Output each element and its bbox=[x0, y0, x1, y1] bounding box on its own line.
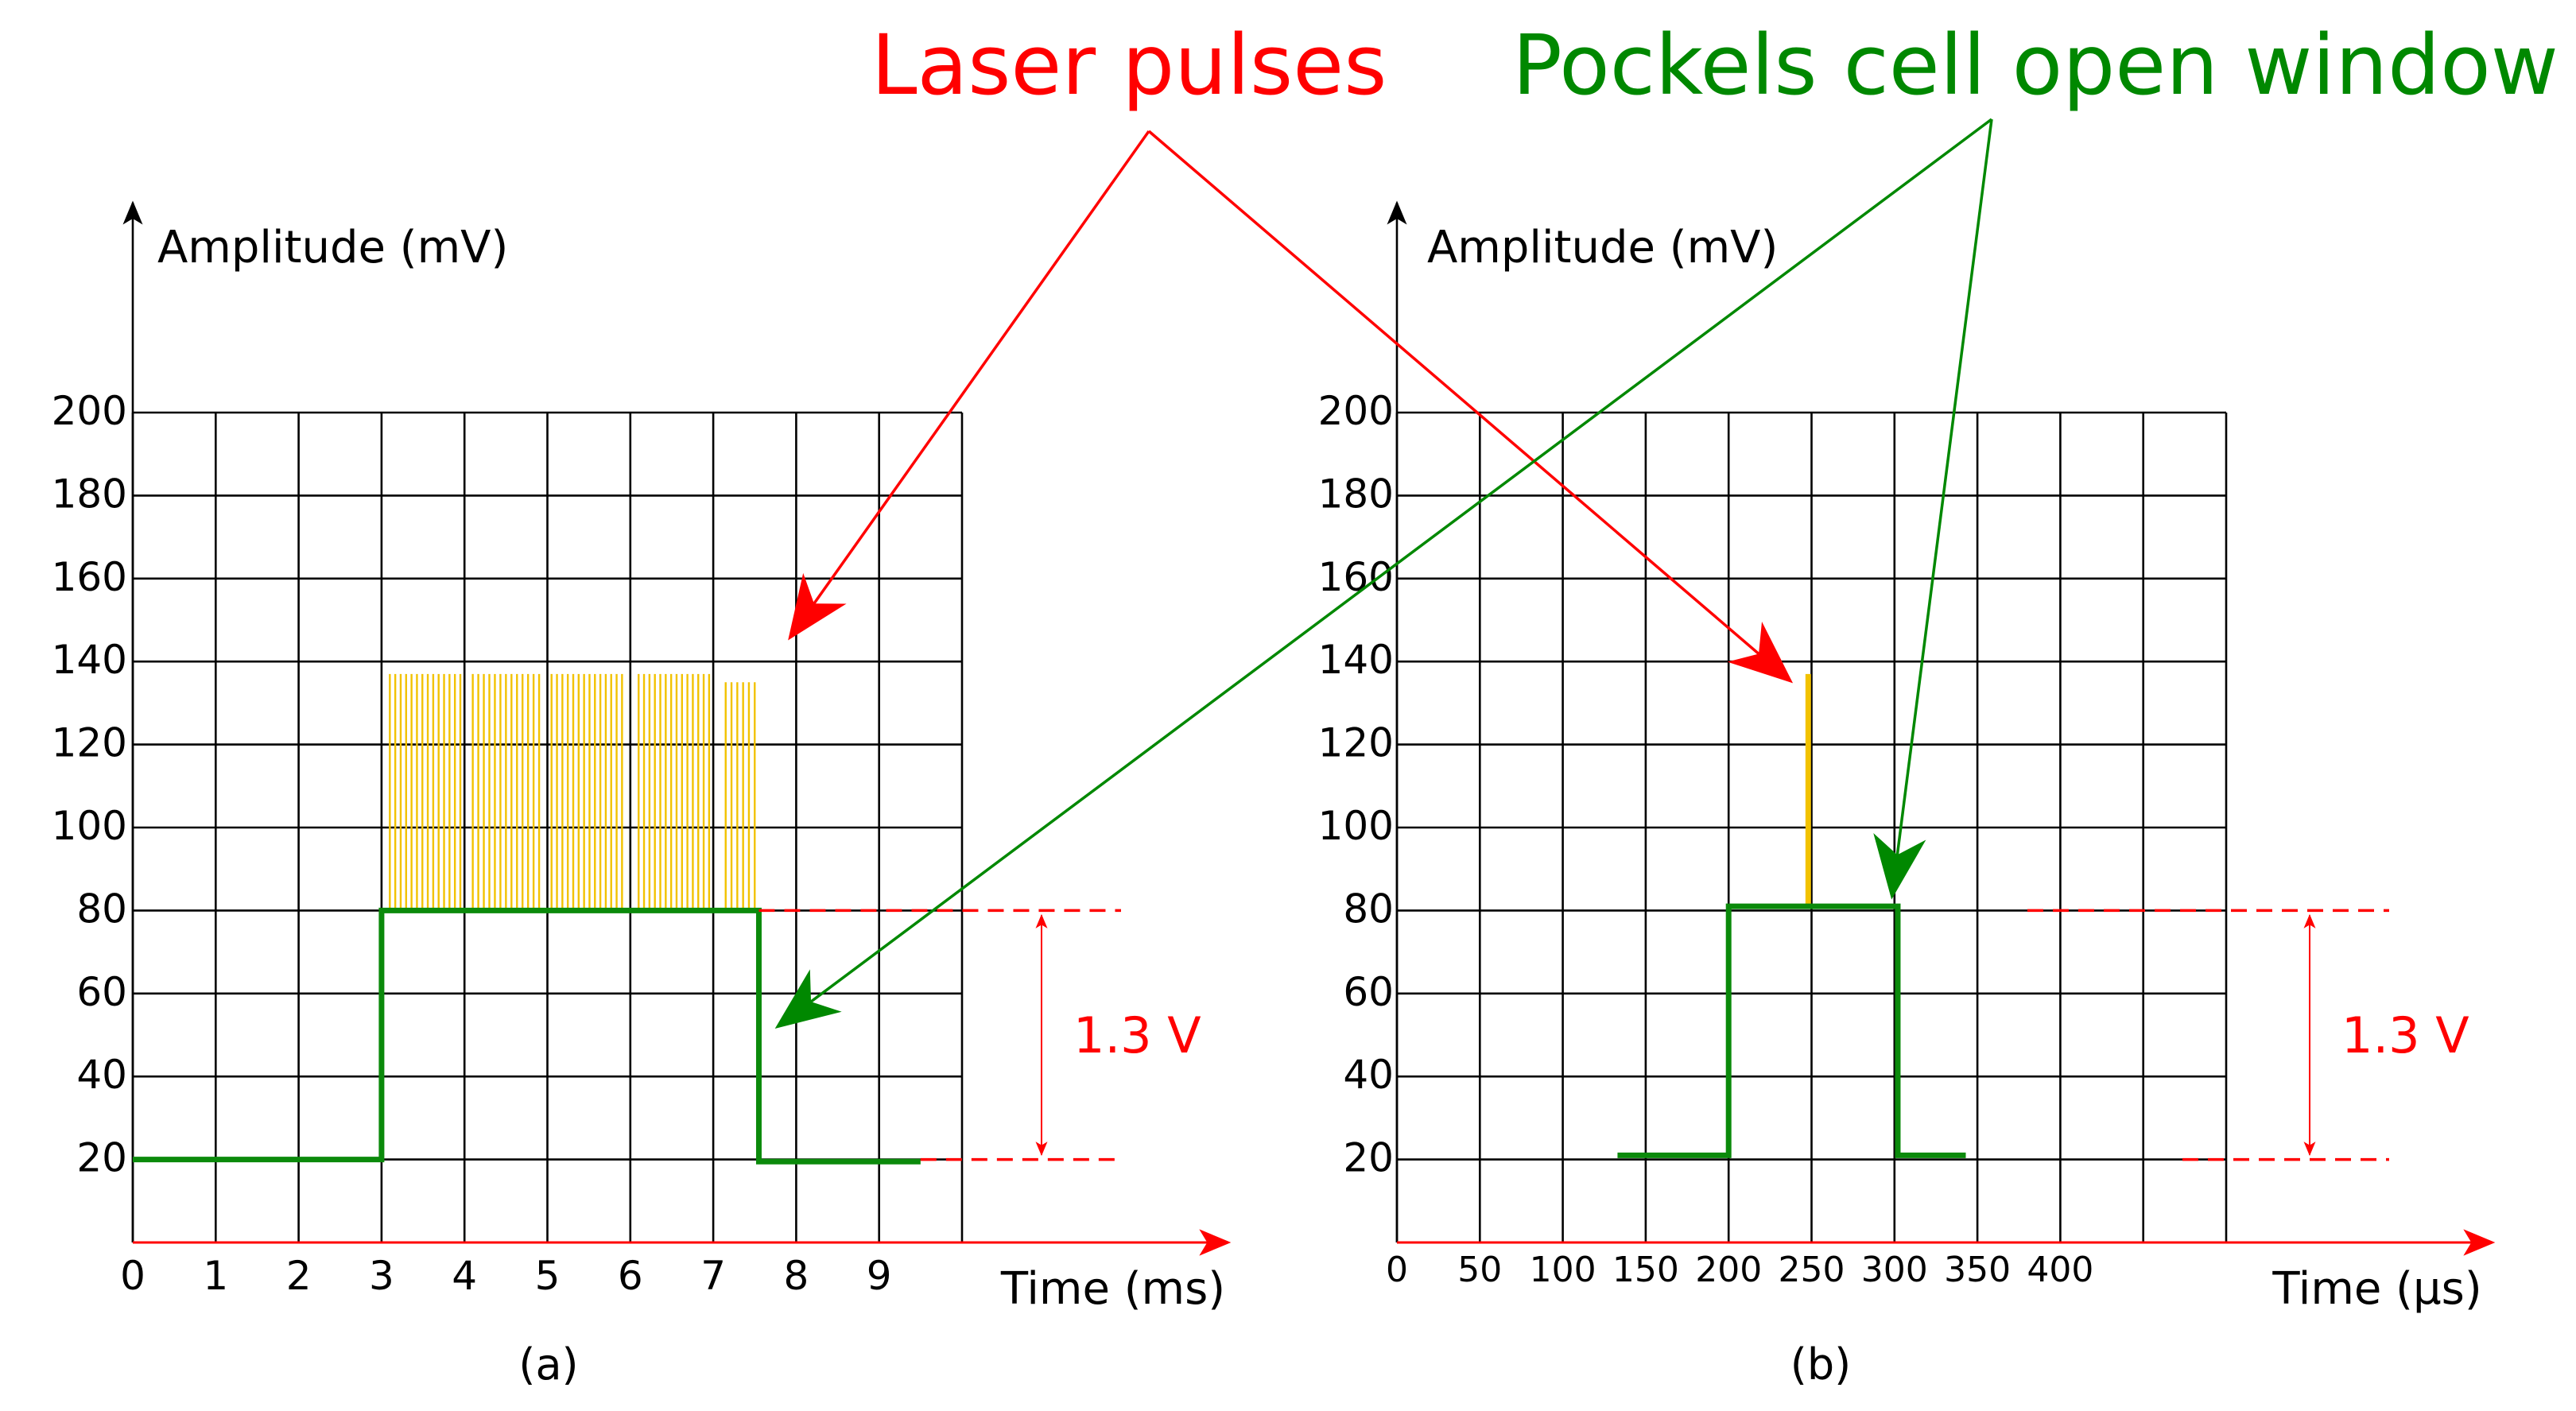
pockels-arrow-a bbox=[774, 118, 1993, 1029]
x-tick-label: 2 bbox=[286, 1253, 312, 1299]
panel-caption: (b) bbox=[1790, 1339, 1851, 1390]
x-tick-label: 400 bbox=[2027, 1250, 2093, 1290]
x-tick-label: 300 bbox=[1861, 1250, 1928, 1290]
y-tick-label: 200 bbox=[52, 388, 127, 434]
y-tick-label: 180 bbox=[52, 471, 127, 517]
laser-pulse-group bbox=[724, 682, 756, 911]
y-tick-label: 20 bbox=[1343, 1135, 1394, 1181]
x-tick-label: 350 bbox=[1944, 1250, 2011, 1290]
chart-panel-a: 20 40 60 80 100 120 140 160 180 200 0 1 2 3 4 5 6 7 8 9 Ampl… bbox=[52, 200, 1232, 1390]
laser-pulse-group bbox=[550, 673, 623, 911]
x-axis-label: Time (ms) bbox=[1000, 1263, 1225, 1315]
x-tick-label: 100 bbox=[1530, 1250, 1596, 1290]
x-tick-label: 8 bbox=[783, 1253, 809, 1299]
x-tick-label: 7 bbox=[700, 1253, 726, 1299]
x-tick-label: 200 bbox=[1695, 1250, 1762, 1290]
x-tick-label: 0 bbox=[120, 1253, 145, 1299]
x-tick-label: 0 bbox=[1386, 1250, 1408, 1290]
y-tick-label: 60 bbox=[1343, 969, 1394, 1015]
grid bbox=[131, 411, 964, 1244]
x-tick-label: 5 bbox=[535, 1253, 561, 1299]
annotation-arrows bbox=[774, 118, 1993, 1029]
panel-caption: (a) bbox=[518, 1339, 578, 1390]
grid bbox=[1395, 411, 2228, 1244]
y-tick-label: 120 bbox=[1318, 720, 1394, 766]
x-tick-label: 6 bbox=[618, 1253, 643, 1299]
y-tick-label: 140 bbox=[1318, 637, 1394, 683]
y-axis-label: Amplitude (mV) bbox=[157, 222, 508, 273]
x-axis-label: Time (μs) bbox=[2271, 1263, 2481, 1315]
y-tick-label: 80 bbox=[1343, 886, 1394, 932]
voltage-label: 1.3 V bbox=[1073, 1006, 1201, 1064]
y-tick-label: 140 bbox=[52, 637, 127, 683]
pockels-arrow-b bbox=[1873, 118, 1993, 900]
y-tick-label: 60 bbox=[76, 969, 127, 1015]
x-tick-label: 1 bbox=[203, 1253, 228, 1299]
y-tick-label: 100 bbox=[1318, 803, 1394, 849]
laser-pulses-title: Laser pulses bbox=[871, 17, 1387, 114]
y-axis-label: Amplitude (mV) bbox=[1427, 222, 1778, 273]
x-tick-label: 150 bbox=[1612, 1250, 1679, 1290]
x-tick-label: 9 bbox=[867, 1253, 892, 1299]
pockels-window-line bbox=[133, 907, 921, 1165]
y-tick-label: 200 bbox=[1318, 388, 1394, 434]
pockels-window-line bbox=[1617, 903, 1966, 1158]
y-tick-label: 80 bbox=[76, 886, 127, 932]
y-tick-label: 160 bbox=[52, 554, 127, 600]
y-tick-label: 40 bbox=[1343, 1052, 1394, 1098]
y-tick-label: 120 bbox=[52, 720, 127, 766]
pockels-window-title: Pockels cell open window bbox=[1512, 17, 2559, 114]
voltage-label: 1.3 V bbox=[2341, 1006, 2469, 1064]
x-tick-label: 3 bbox=[369, 1253, 394, 1299]
laser-pulse-group bbox=[389, 673, 462, 911]
x-tick-label: 250 bbox=[1779, 1250, 1845, 1290]
laser-pulse-group bbox=[471, 673, 541, 911]
laser-arrow-a bbox=[788, 130, 1150, 641]
laser-arrow-b bbox=[1147, 130, 1794, 684]
x-tick-label: 50 bbox=[1457, 1250, 1502, 1290]
y-tick-label: 100 bbox=[52, 803, 127, 849]
x-tick-label: 4 bbox=[452, 1253, 477, 1299]
laser-pulse-group bbox=[638, 673, 711, 911]
y-tick-label: 20 bbox=[76, 1135, 127, 1181]
y-tick-label: 180 bbox=[1318, 471, 1394, 517]
y-tick-label: 40 bbox=[76, 1052, 127, 1098]
